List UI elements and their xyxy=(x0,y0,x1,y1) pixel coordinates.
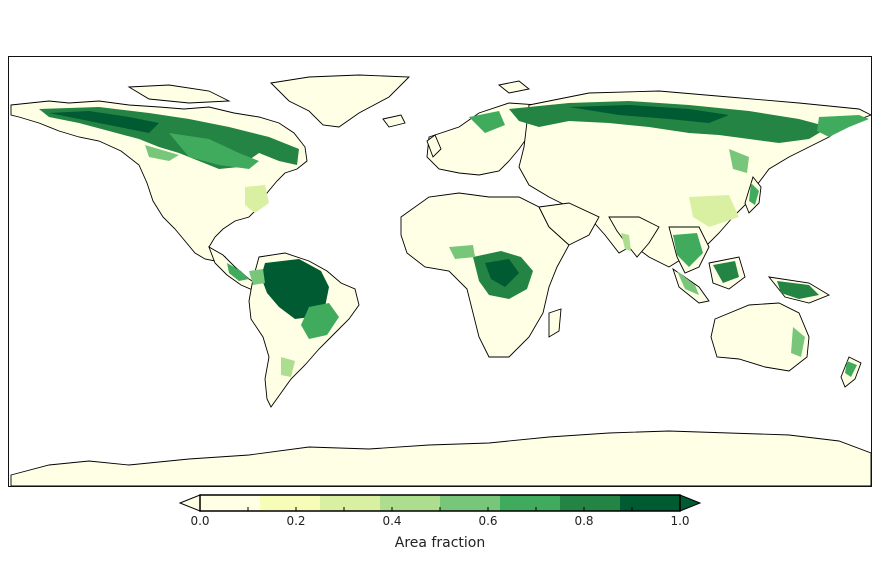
india xyxy=(608,216,660,258)
colorbar-segment xyxy=(200,495,261,511)
colorbar-segment xyxy=(620,495,681,511)
colorbar-over-arrow xyxy=(679,494,702,512)
colorbar-segment xyxy=(560,495,621,511)
greenland xyxy=(270,74,411,128)
madagascar xyxy=(548,308,562,338)
colorbar: 0.0 0.2 0.4 0.6 0.8 1.0 Area fraction xyxy=(176,492,704,552)
colorbar-tick-label: 0.4 xyxy=(382,514,402,528)
colorbar-under-arrow xyxy=(178,494,201,512)
colorbar-segment xyxy=(380,495,441,511)
colorbar-segment xyxy=(260,495,321,511)
colorbar-segment xyxy=(440,495,501,511)
colorbar-tick-label: 0.2 xyxy=(286,514,306,528)
map-frame xyxy=(8,56,872,487)
arabia xyxy=(538,202,600,246)
colorbar-tick-label: 0.0 xyxy=(190,514,210,528)
arctic-islands xyxy=(127,84,231,104)
iceland xyxy=(382,114,406,128)
colorbar-segment xyxy=(500,495,561,511)
world-map xyxy=(10,74,871,486)
europe xyxy=(426,102,550,176)
colorbar-tick-label: 0.8 xyxy=(574,514,594,528)
svalbard xyxy=(497,80,531,94)
australia xyxy=(710,302,810,372)
colorbar-bar xyxy=(178,494,702,512)
colorbar-label: Area fraction xyxy=(394,535,486,551)
antarctica xyxy=(10,430,871,486)
colorbar-tick-label: 0.6 xyxy=(478,514,498,528)
colorbar-segment xyxy=(320,495,381,511)
uk xyxy=(426,134,442,158)
colorbar-tick-label: 1.0 xyxy=(670,514,690,528)
